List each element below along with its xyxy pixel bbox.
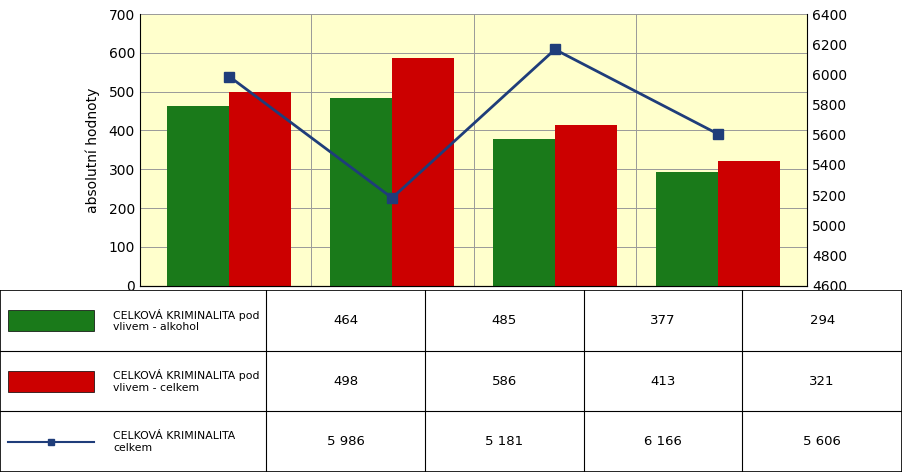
Bar bbox=[8, 310, 94, 331]
Text: CELKOVÁ KRIMINALITA pod
vlivem - celkem: CELKOVÁ KRIMINALITA pod vlivem - celkem bbox=[114, 369, 260, 393]
Text: 413: 413 bbox=[650, 375, 676, 388]
Text: 464: 464 bbox=[333, 314, 358, 327]
Text: 5 181: 5 181 bbox=[485, 435, 523, 448]
Text: 294: 294 bbox=[810, 314, 834, 327]
Text: 321: 321 bbox=[809, 375, 835, 388]
Bar bbox=[229, 93, 291, 286]
Y-axis label: absolutní hodnoty: absolutní hodnoty bbox=[86, 87, 100, 212]
Text: 586: 586 bbox=[492, 375, 517, 388]
Bar bbox=[8, 371, 94, 392]
Text: 5 606: 5 606 bbox=[804, 435, 841, 448]
Text: CELKOVÁ KRIMINALITA pod
vlivem - alkohol: CELKOVÁ KRIMINALITA pod vlivem - alkohol bbox=[114, 309, 260, 332]
Bar bbox=[392, 59, 454, 286]
Bar bbox=[330, 98, 392, 286]
Bar bbox=[168, 106, 229, 286]
Text: 5 986: 5 986 bbox=[327, 435, 364, 448]
Bar bbox=[493, 139, 555, 286]
Text: 6 166: 6 166 bbox=[644, 435, 682, 448]
Bar bbox=[555, 126, 617, 286]
Text: CELKOVÁ KRIMINALITA
celkem: CELKOVÁ KRIMINALITA celkem bbox=[114, 431, 235, 453]
Text: 485: 485 bbox=[492, 314, 517, 327]
Bar bbox=[718, 161, 779, 286]
Text: 498: 498 bbox=[333, 375, 358, 388]
Bar bbox=[656, 172, 718, 286]
Text: 377: 377 bbox=[650, 314, 676, 327]
